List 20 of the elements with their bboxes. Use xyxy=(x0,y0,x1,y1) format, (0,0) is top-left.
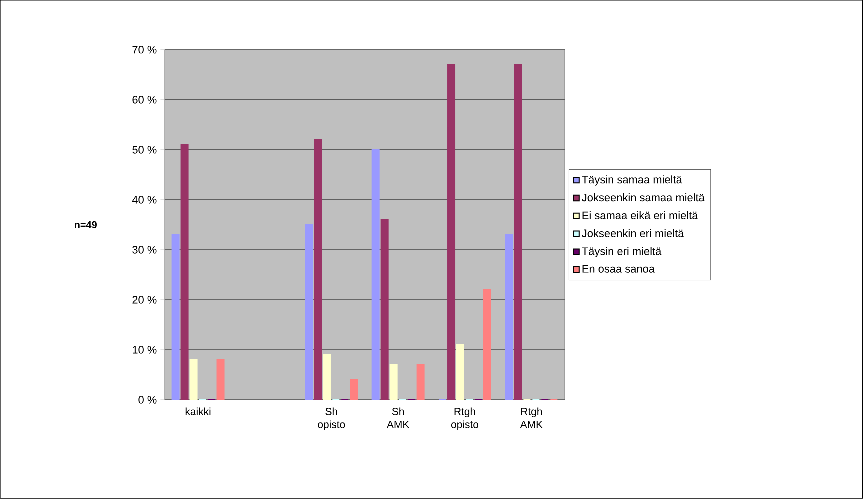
legend-label: Jokseenkin eri mieltä xyxy=(582,229,684,238)
x-tick-label: Sh AMK xyxy=(387,408,410,428)
x-tick-label: Rtgh AMK xyxy=(520,408,543,428)
y-tick-label: 0 % xyxy=(138,396,157,404)
legend-label: Jokseenkin samaa mieltä xyxy=(582,194,705,202)
y-tick-label: 40 % xyxy=(132,196,157,204)
legend-label: Ei samaa eikä eri mieltä xyxy=(582,212,698,220)
y-tick-label: 60 % xyxy=(132,96,157,104)
legend-label: En osaa sanoa xyxy=(582,265,656,273)
legend-label: Täysin samaa mieltä xyxy=(582,176,682,186)
x-tick-label: kaikki xyxy=(186,408,211,416)
y-axis-title: n=49 xyxy=(75,221,97,229)
y-tick-label: 30 % xyxy=(132,246,157,254)
y-tick-label: 20 % xyxy=(132,296,157,304)
y-tick-label: 70 % xyxy=(132,46,157,54)
x-tick-label: Sh opisto xyxy=(318,408,346,431)
y-tick-label: 50 % xyxy=(132,146,157,154)
x-tick-label: Rtgh opisto xyxy=(451,408,479,431)
y-tick-label: 10 % xyxy=(133,346,157,354)
legend-label: Täysin eri mieltä xyxy=(582,247,662,258)
